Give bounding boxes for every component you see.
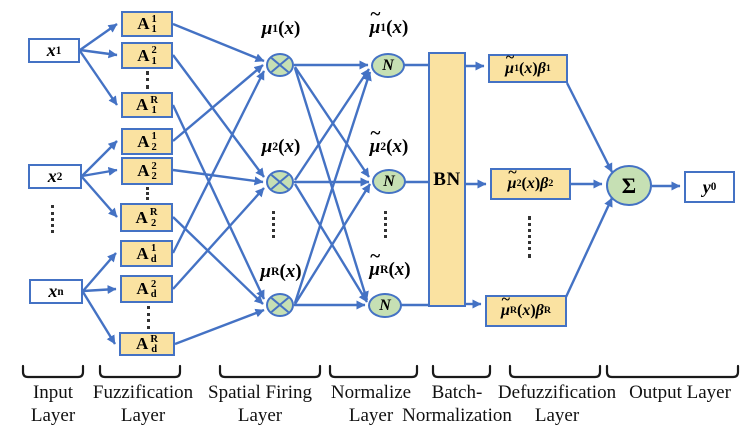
layer-caption-line: Fuzzification <box>92 382 194 403</box>
edge-line-13 <box>172 168 264 186</box>
edge-line-2 <box>79 50 118 106</box>
label-mu-R-x: μ R(x) <box>260 260 302 282</box>
layer-caption-line: Normalize <box>330 382 412 403</box>
layer-caption-line: Layer <box>237 405 283 426</box>
edge-line-20 <box>293 67 369 301</box>
edge-line-9 <box>172 22 265 63</box>
defuzz-node-1: ~ μ 1(x) β 1 <box>488 49 568 83</box>
layer-caption-line: Normalization <box>402 405 512 426</box>
batch-normalization-box: BN <box>428 52 466 307</box>
edge-line-19 <box>294 66 370 178</box>
layer-caption-3: Normalize Layer <box>331 381 411 427</box>
edge-line-11 <box>171 70 266 254</box>
edge-line-33 <box>565 82 614 173</box>
spatial-firing-node-R <box>266 293 294 317</box>
ellipsis-fuzzy-group2 <box>146 187 149 200</box>
normalize-node-R: N <box>368 293 402 318</box>
edge-line-7 <box>82 285 117 295</box>
layer-caption-line: Spatial Firing <box>208 382 312 403</box>
layer-brace-2 <box>218 364 322 379</box>
edge-line-10 <box>172 64 264 142</box>
edge-line-4 <box>81 167 118 178</box>
edge-line-24 <box>293 71 372 304</box>
edge-line-12 <box>172 54 265 178</box>
label-mu-1-x: μ 1(x) <box>261 17 301 39</box>
layer-caption-0: Input Layer <box>31 381 75 427</box>
layer-caption-line: Layer <box>348 405 394 426</box>
spatial-firing-node-1 <box>266 53 294 77</box>
ellipsis-fuzzy-group3 <box>147 306 150 329</box>
edge-line-14 <box>172 187 265 290</box>
label-tilde-mu-2-x: ~ μ 2(x) <box>369 122 409 157</box>
layer-caption-line: Layer <box>120 405 166 426</box>
spatial-firing-node-2 <box>266 170 294 194</box>
normalize-node-1: N <box>371 53 405 78</box>
label-mu-2-x: μ 2(x) <box>261 135 301 157</box>
label-tilde-mu-1-x: ~ μ 1(x) <box>369 4 409 38</box>
layer-caption-line: Layer <box>534 405 580 426</box>
layer-caption-2: Spatial Firing Layer <box>208 381 312 427</box>
edge-line-21 <box>294 68 370 181</box>
layer-caption-line: Output Layer <box>629 382 731 403</box>
layer-caption-line: Layer <box>30 405 76 426</box>
layer-caption-1: Fuzzification Layer <box>93 381 193 427</box>
edge-line-35 <box>564 197 614 298</box>
edge-line-8 <box>81 291 117 345</box>
layer-caption-5: Defuzzification Layer <box>498 381 616 427</box>
ellipsis-defuzz <box>528 216 531 258</box>
label-tilde-mu-R-x: ~ μ R(x) <box>369 246 411 280</box>
edge-line-17 <box>174 308 265 346</box>
layer-caption-6: Output Layer <box>629 381 731 404</box>
layer-brace-0 <box>21 364 85 379</box>
edge-line-23 <box>293 183 369 303</box>
edge-line-6 <box>82 252 117 292</box>
layer-brace-5 <box>508 364 602 379</box>
layer-brace-3 <box>328 364 419 379</box>
layer-brace-4 <box>431 364 492 379</box>
ellipsis-inputs <box>51 205 54 233</box>
defuzz-node-R: ~ μ R(x) β R <box>485 292 567 327</box>
defuzz-node-2: ~ μ 2(x) β 2 <box>490 165 571 200</box>
layer-caption-line: Defuzzification <box>497 382 617 403</box>
layer-brace-6 <box>605 364 740 379</box>
layer-caption-line: Input <box>32 382 74 403</box>
edge-line-3 <box>81 140 118 177</box>
normalize-node-2: N <box>372 169 406 194</box>
ellipsis-fuzzy-group1 <box>146 71 149 89</box>
edge-line-16 <box>172 216 264 305</box>
edge-line-1 <box>79 48 118 59</box>
edge-line-5 <box>81 176 118 218</box>
layer-caption-4: Batch- Normalization <box>402 381 512 427</box>
layer-caption-line: Batch- <box>431 382 483 403</box>
sum-node-sigma: Σ <box>606 165 652 206</box>
ellipsis-firing <box>272 211 275 238</box>
ellipsis-normalize <box>384 211 387 238</box>
layer-brace-1 <box>98 364 182 379</box>
edge-line-0 <box>79 23 118 51</box>
edge-line-15 <box>171 104 266 300</box>
edge-line-25 <box>293 183 372 305</box>
